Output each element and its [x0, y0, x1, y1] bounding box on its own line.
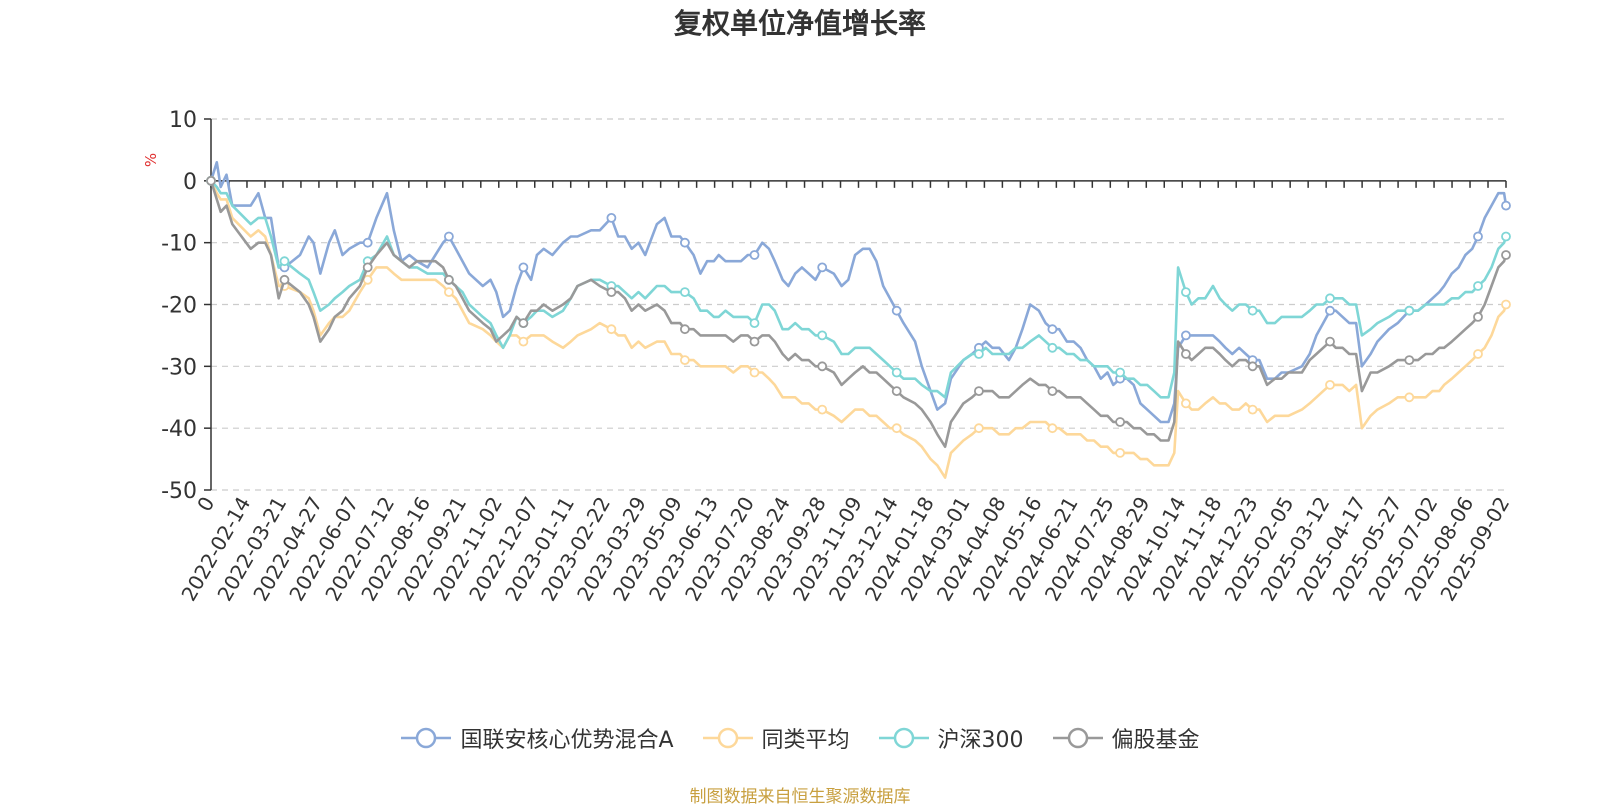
data-point-marker [974, 349, 984, 359]
data-point-marker [1325, 336, 1335, 347]
data-point-marker [680, 237, 690, 248]
data-point-marker [1181, 349, 1191, 359]
y-tick-label: 10 [169, 108, 197, 133]
y-axis-unit-label: % [142, 153, 160, 167]
legend-item-2[interactable]: 沪深300 [878, 722, 1024, 754]
data-point-marker [680, 324, 690, 335]
data-point-marker [749, 250, 760, 260]
legend: 国联安核心优势混合A 同类平均 沪深300 偏股基金 [0, 722, 1600, 754]
data-point-marker [974, 423, 984, 434]
data-point-marker [1404, 392, 1415, 403]
series-line-0 [209, 161, 1508, 424]
data-point-marker [1501, 299, 1511, 310]
data-point-marker [891, 386, 902, 397]
legend-item-3[interactable]: 偏股基金 [1052, 722, 1200, 754]
data-point-marker [974, 386, 984, 397]
data-point-marker [606, 324, 617, 335]
data-point-marker [279, 274, 290, 285]
data-point-marker [680, 287, 690, 298]
data-point-marker [749, 367, 760, 378]
legend-label: 国联安核心优势混合A [460, 728, 674, 753]
data-point-marker [1181, 398, 1191, 409]
chart-title: 复权单位净值增长率 [673, 7, 926, 40]
y-tick-label: -30 [161, 355, 197, 380]
data-point-marker [606, 212, 617, 223]
data-point-marker [1325, 379, 1335, 390]
legend-line-circle-icon [401, 727, 452, 749]
data-point-marker [1325, 305, 1335, 316]
legend-line-circle-icon [1052, 727, 1103, 749]
series-lines [206, 161, 1511, 479]
data-point-marker [817, 330, 828, 341]
data-point-marker [891, 423, 902, 434]
series-line-1 [209, 180, 1508, 479]
data-point-marker [891, 367, 902, 378]
data-source-note: 制图数据来自恒生聚源数据库 [689, 787, 911, 807]
data-point-marker [1115, 417, 1125, 427]
x-tick-label: 0 [192, 493, 219, 516]
data-point-marker [518, 336, 529, 347]
legend-line-circle-icon [878, 727, 929, 749]
data-point-marker [891, 305, 902, 316]
data-point-marker [1047, 386, 1058, 397]
data-point-marker [817, 404, 828, 415]
y-tick-label: -50 [161, 479, 197, 504]
data-point-marker [1047, 423, 1058, 434]
data-point-marker [1115, 367, 1125, 378]
data-point-marker [443, 274, 454, 285]
data-point-marker [680, 355, 690, 366]
data-point-marker [749, 318, 760, 329]
data-point-marker [279, 256, 290, 267]
legend-item-0[interactable]: 国联安核心优势混合A [400, 722, 674, 754]
data-point-marker [1404, 355, 1415, 366]
data-point-marker [1247, 305, 1258, 316]
data-point-marker [1473, 311, 1483, 322]
legend-line-circle-icon [702, 727, 753, 749]
legend-label: 同类平均 [761, 728, 850, 753]
data-point-marker [518, 262, 529, 273]
data-point-marker [1115, 447, 1125, 458]
legend-label: 沪深300 [937, 728, 1024, 753]
data-point-marker [749, 336, 760, 347]
legend-label: 偏股基金 [1111, 728, 1200, 753]
data-point-marker [443, 287, 454, 298]
y-tick-label: 0 [183, 170, 197, 195]
data-point-marker [817, 262, 828, 273]
y-tick-label: -10 [161, 232, 197, 257]
y-tick-label: -20 [161, 294, 197, 319]
data-point-marker [1047, 324, 1058, 335]
series-line-3 [209, 180, 1508, 448]
data-point-marker [1473, 281, 1483, 291]
data-point-marker [1501, 231, 1511, 242]
legend-item-1[interactable]: 同类平均 [702, 722, 850, 754]
data-point-marker [206, 175, 216, 186]
data-point-marker [1247, 361, 1258, 372]
data-point-marker [362, 237, 373, 248]
data-point-marker [1181, 330, 1191, 341]
data-point-marker [1473, 349, 1483, 359]
data-point-marker [1047, 342, 1058, 353]
series-line-2 [210, 179, 1508, 399]
data-point-marker [443, 231, 454, 242]
data-point-marker [817, 361, 828, 372]
data-point-marker [606, 287, 617, 298]
data-point-marker [1325, 293, 1335, 304]
data-point-marker [518, 318, 529, 329]
grid-lines [211, 118, 1506, 491]
data-point-marker [362, 262, 373, 273]
data-point-marker [1404, 305, 1415, 316]
data-point-marker [1473, 231, 1483, 242]
data-point-marker [1181, 287, 1191, 298]
data-point-marker [1247, 404, 1258, 415]
data-point-marker [1501, 250, 1511, 260]
axes: 100-10-20-30-40-5002022-02-142022-03-212… [161, 108, 1514, 605]
y-tick-label: -40 [161, 417, 197, 442]
data-point-marker [1501, 200, 1511, 211]
